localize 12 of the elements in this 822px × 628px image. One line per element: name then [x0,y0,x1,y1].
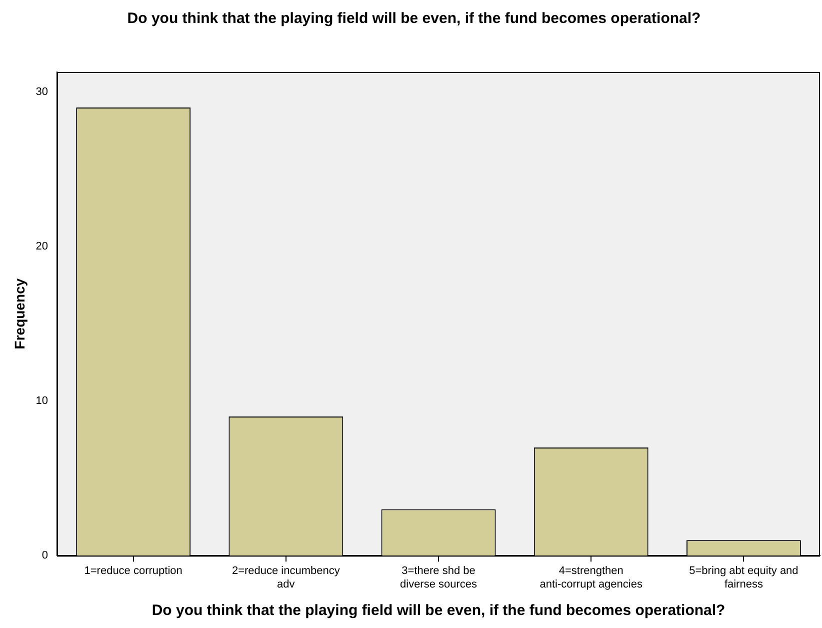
y-tick-label: 30 [36,86,48,98]
x-tick-label: 5=bring abt equity and fairness [689,565,798,590]
y-tick-label: 0 [42,550,48,562]
y-tick-label: 10 [36,395,48,408]
x-tick-label: 4=strengthen anti-corrupt agencies [540,565,643,590]
x-axis-title: Do you think that the playing field will be even, if the fund becomes operational? [152,602,726,620]
x-tick-label: 1=reduce corruption [84,565,182,578]
chart-title: Do you think that the playing field will be even, if the fund becomes operational? [127,10,701,28]
x-tick-label: 3=there shd be diverse sources [400,565,478,590]
x-tick-label: 2=reduce incumbency adv [232,565,340,590]
y-axis-title: Frequency [11,278,28,350]
y-tick-label: 20 [36,240,48,253]
